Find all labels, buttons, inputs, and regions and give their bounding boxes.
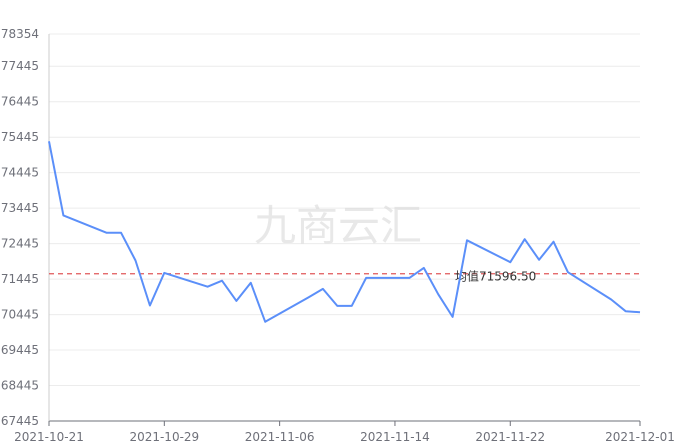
x-tick-label: 2021-10-29 <box>129 430 199 444</box>
x-tick-label: 2021-10-21 <box>14 430 84 444</box>
y-tick-label: 71445 <box>1 272 39 286</box>
y-tick-label: 72445 <box>1 237 39 251</box>
y-tick-label: 70445 <box>1 308 39 322</box>
axes: 67445 68445 69445 70445 71445 72445 73445 74445… <box>1 27 675 444</box>
x-tick-label: 2021-12-01 <box>605 430 675 444</box>
series-group <box>48 141 641 323</box>
x-tick-label: 2021-11-06 <box>245 430 315 444</box>
y-tick-label: 78354 <box>1 27 39 41</box>
series-line <box>48 141 641 323</box>
y-tick-label: 73445 <box>1 201 39 215</box>
grid <box>49 33 640 422</box>
y-tick-label: 76445 <box>1 95 39 109</box>
watermark-text: 九商云汇 <box>254 201 422 250</box>
y-tick-label: 77445 <box>1 59 39 73</box>
average-label: 均值71596.50 <box>455 269 536 284</box>
x-tick-label: 2021-11-22 <box>475 430 545 444</box>
y-tick-label: 67445 <box>1 414 39 428</box>
average-line-group: 均值71596.50 <box>49 269 640 284</box>
y-tick-label: 75445 <box>1 130 39 144</box>
y-tick-label: 69445 <box>1 343 39 357</box>
x-tick-label: 2021-11-14 <box>360 430 430 444</box>
y-tick-label: 74445 <box>1 166 39 180</box>
y-tick-label: 68445 <box>1 379 39 393</box>
